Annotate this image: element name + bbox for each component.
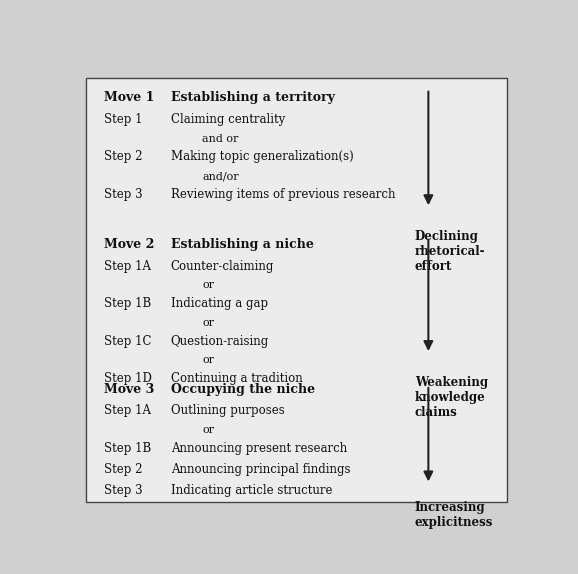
Text: Move 3: Move 3	[103, 383, 154, 395]
Text: Step 3: Step 3	[103, 484, 142, 497]
Text: Step 2: Step 2	[103, 463, 142, 476]
Text: or: or	[202, 318, 214, 328]
Text: Indicating article structure: Indicating article structure	[171, 484, 332, 497]
Text: Making topic generalization(s): Making topic generalization(s)	[171, 150, 354, 164]
Text: Step 1D: Step 1D	[103, 372, 151, 385]
Text: Step 1: Step 1	[103, 113, 142, 126]
Text: Claiming centrality: Claiming centrality	[171, 113, 285, 126]
Text: and or: and or	[202, 134, 239, 144]
Text: Occupying the niche: Occupying the niche	[171, 383, 315, 395]
Text: Weakening
knowledge
claims: Weakening knowledge claims	[415, 376, 488, 419]
Text: Move 2: Move 2	[103, 238, 154, 251]
Text: Declining
rhetorical-
effort: Declining rhetorical- effort	[415, 230, 486, 273]
Text: Counter-claiming: Counter-claiming	[171, 259, 274, 273]
Text: Continuing a tradition: Continuing a tradition	[171, 372, 302, 385]
Text: Establishing a niche: Establishing a niche	[171, 238, 314, 251]
Text: Establishing a territory: Establishing a territory	[171, 91, 335, 104]
Text: Outlining purposes: Outlining purposes	[171, 405, 284, 417]
Text: Step 1A: Step 1A	[103, 405, 151, 417]
Text: Announcing principal findings: Announcing principal findings	[171, 463, 350, 476]
Text: or: or	[202, 425, 214, 435]
Text: Indicating a gap: Indicating a gap	[171, 297, 268, 310]
Text: Step 2: Step 2	[103, 150, 142, 164]
Text: Step 1B: Step 1B	[103, 297, 151, 310]
Text: Question-raising: Question-raising	[171, 335, 269, 348]
Text: or: or	[202, 280, 214, 290]
Text: Reviewing items of previous research: Reviewing items of previous research	[171, 188, 395, 201]
Text: Increasing
explicitness: Increasing explicitness	[415, 501, 493, 529]
Text: Step 1B: Step 1B	[103, 442, 151, 455]
FancyBboxPatch shape	[86, 77, 507, 502]
Text: or: or	[202, 355, 214, 366]
Text: Announcing present research: Announcing present research	[171, 442, 347, 455]
Text: and/or: and/or	[202, 171, 239, 181]
Text: Step 1C: Step 1C	[103, 335, 151, 348]
Text: Move 1: Move 1	[103, 91, 154, 104]
Text: Step 1A: Step 1A	[103, 259, 151, 273]
Text: Step 3: Step 3	[103, 188, 142, 201]
